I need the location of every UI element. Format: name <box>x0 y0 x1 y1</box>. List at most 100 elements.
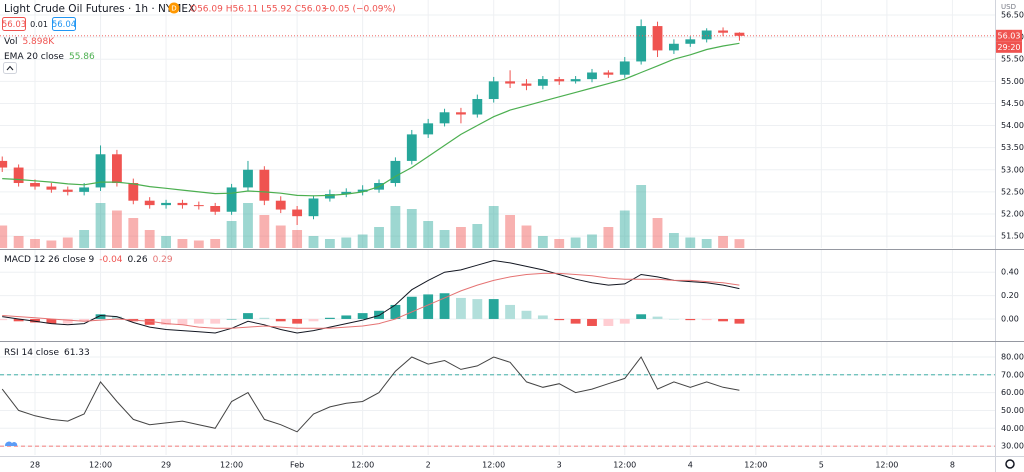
x-tick-label: 3 <box>557 461 562 470</box>
volume-bar <box>619 210 630 248</box>
candle-body <box>324 194 335 199</box>
histogram-bar <box>701 318 712 321</box>
histogram-bar <box>521 310 532 319</box>
y-tick-label: 52.50 <box>1001 187 1024 196</box>
candle-body <box>243 169 253 188</box>
y-tick-label: 51.50 <box>1001 232 1024 241</box>
candle-body <box>95 154 106 188</box>
collapse-button[interactable] <box>3 62 17 74</box>
candle-body <box>701 30 712 40</box>
volume-bar <box>390 206 401 248</box>
chart-title: Light Crude Oil Futures · 1h · NYMEX <box>4 3 195 15</box>
volume-bar <box>718 236 728 248</box>
histogram-bar <box>79 318 90 322</box>
legend: MACD 12 26 close 9 -0.04 0.26 0.29 <box>4 255 173 265</box>
candle-body <box>357 189 368 192</box>
candle-body <box>619 61 630 75</box>
change: −0.05 (−0.09%) <box>322 5 396 15</box>
volume-bar <box>243 203 253 248</box>
volume-bar <box>30 239 40 248</box>
volume-bar <box>439 230 450 248</box>
volume-bar <box>521 225 532 248</box>
x-tick-label: 28 <box>30 461 40 470</box>
candle-body <box>406 134 417 161</box>
buy-button[interactable] <box>52 17 76 31</box>
collapse-icon <box>6 65 14 71</box>
histogram-bar <box>292 318 303 324</box>
candle-body <box>226 187 237 212</box>
y-tick-label: 53.00 <box>1001 165 1024 174</box>
candle-body <box>62 189 73 192</box>
volume-bar <box>79 230 90 248</box>
histogram-bar <box>668 318 679 320</box>
candle-body <box>390 160 401 184</box>
volume-bar <box>472 224 483 248</box>
volume-bar <box>46 240 57 248</box>
histogram-bar <box>570 318 581 324</box>
legend-item: 0.26 <box>128 255 148 265</box>
x-tick-label: 5 <box>819 461 824 470</box>
volume-bar <box>456 227 466 248</box>
histogram-bar <box>177 318 188 325</box>
histogram-bar <box>193 318 204 324</box>
cloud-icon[interactable] <box>4 441 18 446</box>
histogram-bar <box>357 313 368 319</box>
volume-bar <box>488 206 499 248</box>
candle-body <box>488 81 499 100</box>
legend: RSI 14 close 61.33 <box>4 348 90 358</box>
legend-item: 5.898K <box>22 37 55 47</box>
candle-body <box>685 39 696 44</box>
y-tick-label: 80.00 <box>1001 352 1024 361</box>
histogram-bar <box>554 318 565 321</box>
candle-body <box>30 183 40 187</box>
spread: 0.01 <box>30 20 48 29</box>
volume-bar <box>308 236 319 248</box>
volume-bar <box>374 227 384 248</box>
volume-bar <box>734 239 745 248</box>
histogram-bar <box>472 299 483 319</box>
sell-button[interactable] <box>2 17 26 31</box>
legend-item: Vol <box>4 37 17 47</box>
volume-bar <box>13 236 24 248</box>
ohlc: O56.09 H56.11 L55.92 C56.03 <box>190 5 327 15</box>
histogram-bar <box>62 318 73 324</box>
y-tick-label: 54.00 <box>1001 121 1024 130</box>
candle-body <box>79 187 90 192</box>
last-price-label: 56.03 <box>998 31 1021 40</box>
volume-bar <box>193 240 204 248</box>
volume-bar <box>177 239 188 248</box>
interval-badge[interactable] <box>168 2 180 14</box>
histogram-bar <box>341 315 352 319</box>
volume-bar <box>570 237 581 248</box>
candle-body <box>587 72 597 80</box>
histogram-bar <box>374 310 384 319</box>
histogram-bar <box>210 318 221 324</box>
settings-icon[interactable] <box>1005 459 1015 469</box>
y-tick-label: 54.50 <box>1001 99 1024 108</box>
volume-bar <box>161 236 171 248</box>
volume-bar <box>685 237 696 248</box>
x-tick-label: 12:00 <box>613 461 636 470</box>
volume-bar <box>668 233 679 248</box>
x-tick-label: 12:00 <box>482 461 505 470</box>
histogram-bar <box>161 318 171 325</box>
candle-body <box>259 169 270 201</box>
y-tick-label: 40.00 <box>1001 424 1024 433</box>
histogram-bar <box>259 317 270 319</box>
histogram-bar <box>0 318 8 321</box>
y-tick-label: 55.00 <box>1001 77 1024 86</box>
candle-body <box>13 167 24 184</box>
x-tick-label: 29 <box>161 461 171 470</box>
volume-bar <box>406 209 417 248</box>
sell-price: 56.03 <box>2 20 26 30</box>
y-tick-label: 0.40 <box>1001 268 1019 277</box>
volume-bar <box>423 221 434 248</box>
candle-body <box>636 26 647 62</box>
candle-body <box>505 81 516 84</box>
histogram-bar <box>324 317 335 319</box>
volume-bar <box>701 239 712 248</box>
histogram-bar <box>308 318 319 322</box>
y-tick-label: 60.00 <box>1001 388 1024 397</box>
